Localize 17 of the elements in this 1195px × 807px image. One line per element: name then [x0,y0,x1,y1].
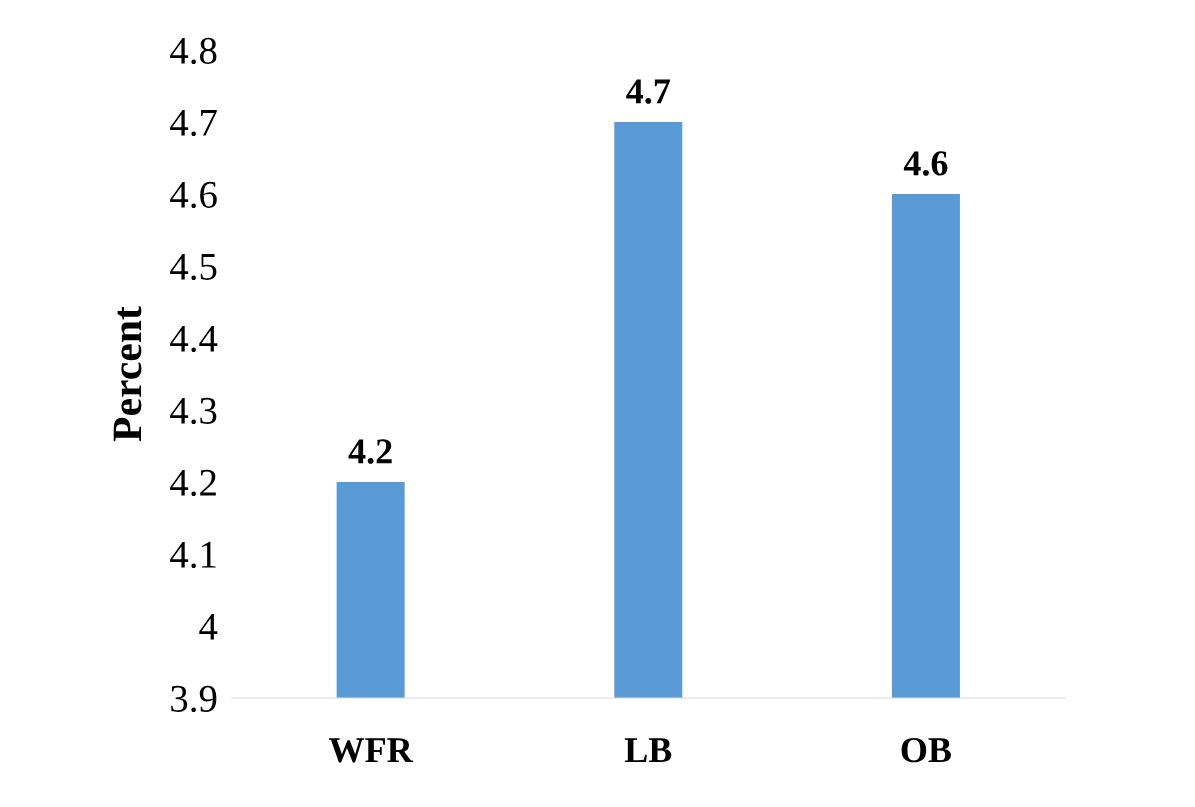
y-tick-label: 4 [199,613,218,640]
y-tick-label: 4.5 [170,253,217,281]
x-tick-label: OB [901,738,952,763]
data-label: 4.2 [348,439,392,464]
y-tick-label: 3.9 [171,685,217,713]
y-tick-label: 4.2 [170,469,216,497]
y-tick-label: 4.6 [170,181,217,209]
y-tick-label: 4.7 [170,109,217,137]
data-label: 4.6 [903,151,948,176]
data-label: 4.7 [626,79,670,104]
x-tick-label: LB [624,738,672,763]
x-tick-label: WFR [329,738,414,763]
y-tick-label: 4.3 [170,397,217,425]
y-tick-label: 4.1 [170,541,216,569]
y-tick-label: 4.8 [170,37,217,65]
y-axis-title: Percent [113,306,142,442]
y-tick-label: 4.4 [170,325,218,353]
